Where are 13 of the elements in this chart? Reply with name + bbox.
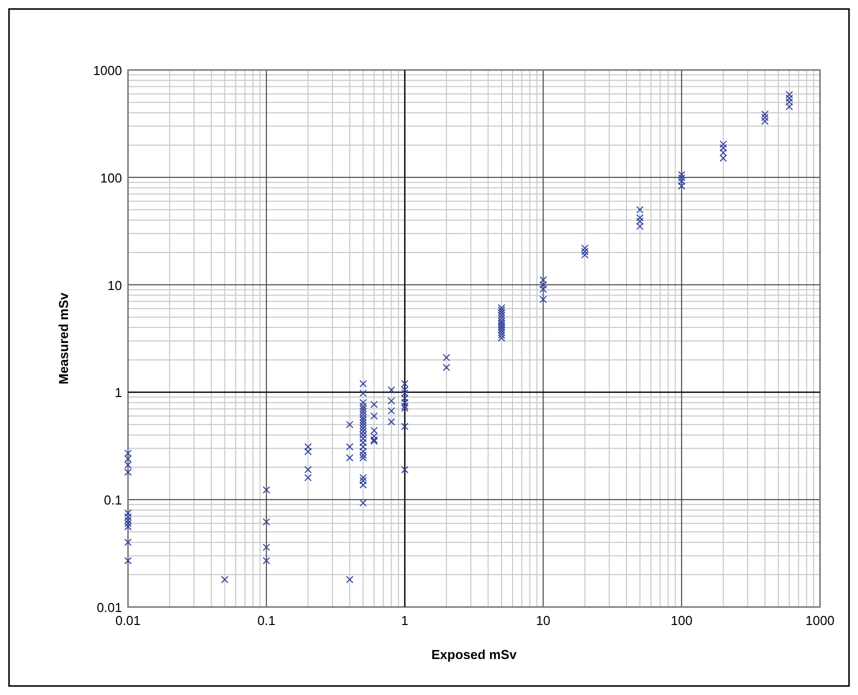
y-axis-title: Measured mSv: [56, 292, 71, 384]
x-tick-label: 1: [401, 613, 408, 628]
x-tick-label: 100: [670, 613, 692, 628]
y-tick-label: 1000: [93, 63, 122, 78]
y-tick-label: 0.01: [96, 600, 122, 615]
y-tick-label: 0.1: [104, 492, 122, 508]
x-tick-label: 0.1: [257, 613, 276, 628]
x-axis-title: Exposed mSv: [431, 647, 518, 662]
y-tick-label: 1: [114, 385, 122, 400]
x-tick-label: 1000: [806, 613, 834, 628]
x-tick-label: 10: [536, 613, 550, 628]
y-tick-label: 10: [108, 278, 122, 293]
y-tick-label: 100: [100, 170, 122, 186]
